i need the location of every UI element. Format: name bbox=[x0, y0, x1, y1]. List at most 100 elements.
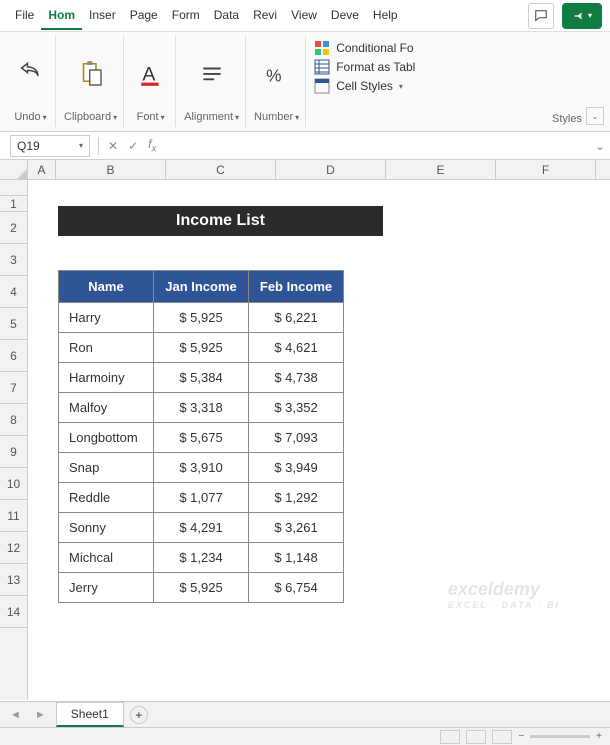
formula-input[interactable] bbox=[161, 135, 590, 157]
share-button[interactable]: ▾ bbox=[562, 3, 602, 29]
table-cell: $ 1,234 bbox=[154, 543, 249, 573]
add-sheet-button[interactable]: + bbox=[130, 706, 148, 724]
select-all-corner[interactable] bbox=[0, 160, 28, 179]
table-cell: $ 4,291 bbox=[154, 513, 249, 543]
row-header-6[interactable]: 6 bbox=[0, 340, 27, 372]
menu-tab-revi[interactable]: Revi bbox=[246, 2, 284, 30]
row-header-1[interactable]: 1 bbox=[0, 196, 27, 212]
menu-tab-page[interactable]: Page bbox=[123, 2, 165, 30]
row-header-14[interactable]: 14 bbox=[0, 596, 27, 628]
cell-styles-button[interactable]: Cell Styles▾ bbox=[314, 78, 415, 94]
font-group[interactable]: A Font▾ bbox=[126, 36, 176, 127]
number-group[interactable]: % Number▾ bbox=[248, 36, 306, 127]
table-cell: $ 7,093 bbox=[249, 423, 344, 453]
table-cell: $ 5,384 bbox=[154, 363, 249, 393]
row-header-7[interactable]: 7 bbox=[0, 372, 27, 404]
table-row: Snap$ 3,910$ 3,949 bbox=[59, 453, 344, 483]
row-header-10[interactable]: 10 bbox=[0, 468, 27, 500]
ribbon-expand-button[interactable]: ⌄ bbox=[586, 107, 604, 125]
table-cell: $ 3,318 bbox=[154, 393, 249, 423]
table-cell: Jerry bbox=[59, 573, 154, 603]
conditional-formatting-button[interactable]: Conditional Fo bbox=[314, 40, 415, 56]
menu-tab-data[interactable]: Data bbox=[207, 2, 246, 30]
menu-tab-hom[interactable]: Hom bbox=[41, 2, 82, 30]
view-normal-button[interactable] bbox=[440, 730, 460, 744]
table-cell: $ 4,621 bbox=[249, 333, 344, 363]
name-box-value: Q19 bbox=[17, 139, 40, 153]
col-header-D[interactable]: D bbox=[276, 160, 386, 179]
table-header: Feb Income bbox=[249, 271, 344, 303]
menu-bar: FileHomInserPageFormDataReviViewDeveHelp… bbox=[0, 0, 610, 32]
formula-expand-icon[interactable]: ⌄ bbox=[590, 139, 610, 153]
table-row: Sonny$ 4,291$ 3,261 bbox=[59, 513, 344, 543]
table-cell: $ 3,949 bbox=[249, 453, 344, 483]
row-header-4[interactable]: 4 bbox=[0, 276, 27, 308]
row-header-8[interactable]: 8 bbox=[0, 404, 27, 436]
sheet-nav-next-icon[interactable]: ► bbox=[31, 709, 50, 721]
sheet-nav-prev-icon[interactable]: ◄ bbox=[6, 709, 25, 721]
menu-tab-deve[interactable]: Deve bbox=[324, 2, 366, 30]
menu-tab-inser[interactable]: Inser bbox=[82, 2, 123, 30]
alignment-group[interactable]: Alignment▾ bbox=[178, 36, 246, 127]
table-cell: $ 5,675 bbox=[154, 423, 249, 453]
table-cell: $ 1,148 bbox=[249, 543, 344, 573]
clipboard-group[interactable]: Clipboard▾ bbox=[58, 36, 124, 127]
table-cell: $ 3,261 bbox=[249, 513, 344, 543]
format-as-table-button[interactable]: Format as Tabl bbox=[314, 59, 415, 75]
accept-formula-icon[interactable]: ✓ bbox=[123, 139, 143, 153]
menu-tab-view[interactable]: View bbox=[284, 2, 324, 30]
table-cell: $ 3,910 bbox=[154, 453, 249, 483]
table-cell: $ 6,754 bbox=[249, 573, 344, 603]
table-cell: Reddle bbox=[59, 483, 154, 513]
undo-label: Undo bbox=[14, 111, 40, 123]
formula-bar: Q19 ▾ ✕ ✓ fx ⌄ bbox=[0, 132, 610, 160]
undo-group[interactable]: Undo▾ bbox=[6, 36, 56, 127]
alignment-label: Alignment bbox=[184, 111, 233, 123]
sheet-tab[interactable]: Sheet1 bbox=[56, 702, 124, 727]
col-header-F[interactable]: F bbox=[496, 160, 596, 179]
clipboard-label: Clipboard bbox=[64, 111, 111, 123]
menu-tab-help[interactable]: Help bbox=[366, 2, 405, 30]
table-cell: $ 5,925 bbox=[154, 333, 249, 363]
col-header-E[interactable]: E bbox=[386, 160, 496, 179]
spreadsheet-grid: ABCDEF 1234567891011121314 Income List N… bbox=[0, 160, 610, 700]
table-cell: $ 4,738 bbox=[249, 363, 344, 393]
table-header: Name bbox=[59, 271, 154, 303]
row-header-3[interactable]: 3 bbox=[0, 244, 27, 276]
table-cell: Longbottom bbox=[59, 423, 154, 453]
col-header-B[interactable]: B bbox=[56, 160, 166, 179]
col-header-C[interactable]: C bbox=[166, 160, 276, 179]
row-headers: 1234567891011121314 bbox=[0, 180, 28, 700]
table-header: Jan Income bbox=[154, 271, 249, 303]
table-row: Reddle$ 1,077$ 1,292 bbox=[59, 483, 344, 513]
fx-icon[interactable]: fx bbox=[143, 137, 161, 154]
svg-text:A: A bbox=[142, 63, 155, 85]
cells-area[interactable]: Income List NameJan IncomeFeb Income Har… bbox=[28, 180, 610, 700]
table-row: Harry$ 5,925$ 6,221 bbox=[59, 303, 344, 333]
conditional-label: Conditional Fo bbox=[336, 41, 413, 55]
row-header-11[interactable]: 11 bbox=[0, 500, 27, 532]
row-header-5[interactable]: 5 bbox=[0, 308, 27, 340]
font-label: Font bbox=[137, 111, 159, 123]
view-break-button[interactable] bbox=[492, 730, 512, 744]
view-layout-button[interactable] bbox=[466, 730, 486, 744]
data-table: NameJan IncomeFeb Income Harry$ 5,925$ 6… bbox=[58, 270, 344, 603]
cancel-formula-icon[interactable]: ✕ bbox=[103, 139, 123, 153]
comments-button[interactable] bbox=[528, 3, 554, 29]
table-cell: $ 3,352 bbox=[249, 393, 344, 423]
row-header-13[interactable]: 13 bbox=[0, 564, 27, 596]
row-header-9[interactable]: 9 bbox=[0, 436, 27, 468]
name-box[interactable]: Q19 ▾ bbox=[10, 135, 90, 157]
zoom-in-button[interactable]: + bbox=[596, 731, 602, 742]
table-row: Longbottom$ 5,675$ 7,093 bbox=[59, 423, 344, 453]
row-header-12[interactable]: 12 bbox=[0, 532, 27, 564]
table-cell: Harmoiny bbox=[59, 363, 154, 393]
menu-tab-form[interactable]: Form bbox=[165, 2, 207, 30]
table-cell: Snap bbox=[59, 453, 154, 483]
zoom-out-button[interactable]: − bbox=[518, 731, 524, 742]
zoom-slider[interactable] bbox=[530, 735, 590, 738]
watermark-main: exceldemy bbox=[448, 579, 540, 599]
menu-tab-file[interactable]: File bbox=[8, 2, 41, 30]
row-header-2[interactable]: 2 bbox=[0, 212, 27, 244]
col-header-A[interactable]: A bbox=[28, 160, 56, 179]
